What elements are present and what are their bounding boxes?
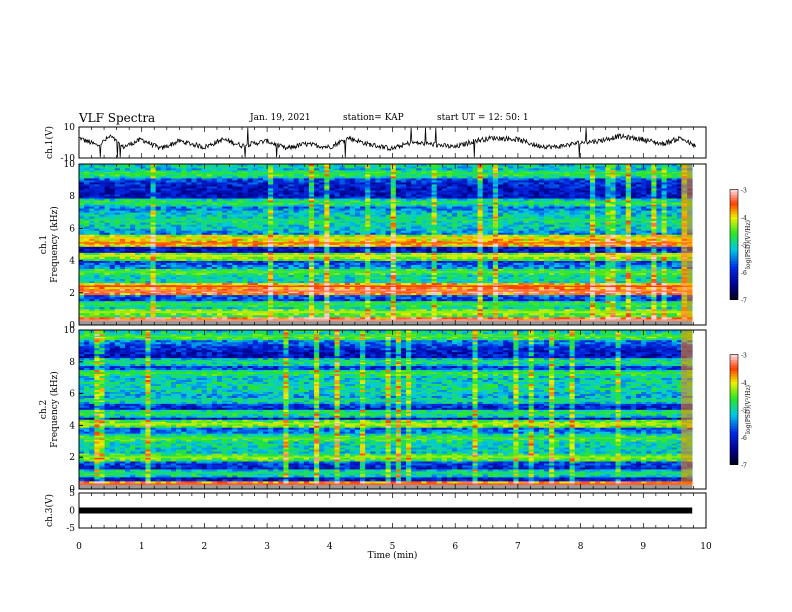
xtick-label: 6	[452, 542, 458, 552]
xtick-label: 7	[515, 542, 521, 552]
xtick-label: 10	[700, 542, 712, 552]
ch2-spectrogram-colorbar-tick-label: -6	[741, 435, 747, 442]
ch2-spectrogram-heatmap-cells	[79, 330, 693, 489]
ch1-spectrogram-colorbar-label: log(PSD)(V²/Hz)	[745, 220, 752, 269]
ch2-spectrogram-ytick-label: 10	[64, 326, 76, 336]
ch1-spectrogram-ytick-label: 2	[69, 289, 75, 299]
ch1-spectrogram-ytick-label: 8	[69, 192, 75, 202]
ch2-spectrogram-low-band	[79, 485, 692, 489]
ch1-ytick-label: 10	[64, 123, 76, 133]
xaxis-label: Time (min)	[368, 550, 418, 561]
ch1-spectrogram-heatmap-cells	[79, 164, 693, 325]
ch1-spectrogram-edge-strip	[681, 164, 692, 325]
ch3-signal-line	[79, 508, 692, 514]
ch1-spectrogram-colorbar-tick-label: -7	[741, 298, 747, 305]
ch1-spectrogram-ytick-label: 4	[69, 257, 75, 267]
ch3-ylabel: ch.3(V)	[44, 494, 55, 527]
ch1-spectrogram-ylabel-channel: ch.1	[39, 235, 49, 254]
ch1-spectrogram-colorbar-tick-label: -6	[741, 270, 747, 277]
ch2-spectrogram-colorbar-label: log(PSD)(V²/Hz)	[745, 385, 752, 434]
ch1-spectrogram-ylabel-frequency: Frequency (kHz)	[49, 206, 60, 283]
xtick-label: 8	[578, 542, 584, 552]
ch1-waveform-line	[79, 128, 696, 157]
xtick-label: 0	[76, 542, 82, 552]
ch3-ytick-label: 0	[69, 507, 75, 517]
ch1-spectrogram-colorbar-tick-label: -3	[741, 188, 747, 195]
ch2-spectrogram-ylabel-channel: ch.2	[39, 400, 49, 419]
ch2-spectrogram-ytick-label: 2	[69, 453, 75, 463]
ch2-spectrogram-colorbar-tick-label: -7	[741, 463, 747, 470]
xtick-label: 9	[640, 542, 646, 552]
ch1-spectrogram-ytick-label: 6	[69, 224, 75, 234]
ch2-spectrogram-ytick-label: 6	[69, 390, 75, 400]
vlf-spectra-figure: 10-10ch.1(V)0246810ch.1 Frequency (kHz)-3…	[0, 0, 792, 612]
xtick-label: 2	[202, 542, 208, 552]
ch2-spectrogram-ylabel-frequency: Frequency (kHz)	[49, 371, 60, 448]
ch2-spectrogram-colorbar-tick-label: -3	[741, 353, 747, 360]
ch2-spectrogram-ytick-label: 4	[69, 421, 75, 431]
ch3-ytick-label: 5	[69, 489, 75, 499]
xtick-label: 4	[327, 542, 333, 552]
ch1-ylabel: ch.1(V)	[44, 126, 55, 159]
ch2-spectrogram-edge-strip	[681, 330, 692, 489]
xtick-label: 3	[264, 542, 270, 552]
ch1-spectrogram-ytick-label: 10	[64, 160, 76, 170]
ch1-spectrogram-low-band	[79, 321, 692, 325]
xtick-label: 1	[139, 542, 145, 552]
ch2-spectrogram-ytick-label: 8	[69, 358, 75, 368]
ch3-ytick-label: -5	[66, 524, 75, 534]
